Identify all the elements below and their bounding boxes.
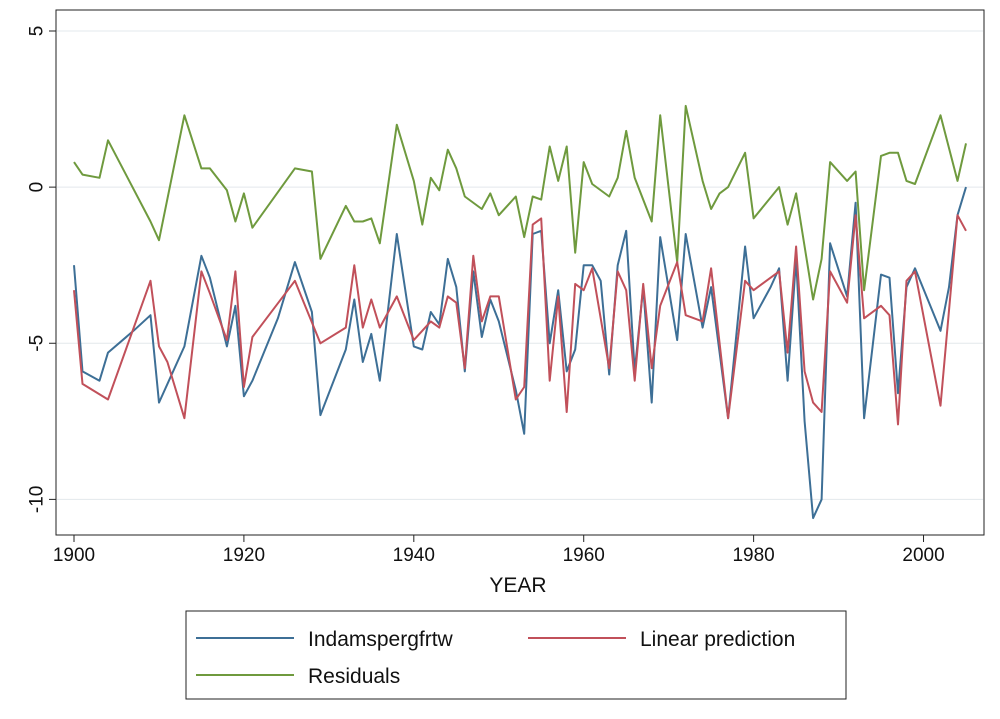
legend-label-linear-prediction: Linear prediction bbox=[640, 628, 795, 651]
legend: Indamspergfrtw Linear prediction Residua… bbox=[185, 610, 847, 700]
legend-label-residuals: Residuals bbox=[308, 665, 400, 688]
tick-labels: 5 0 -5 -10 1900 1920 1940 1960 1980 2000 bbox=[27, 26, 945, 566]
axes bbox=[55, 10, 984, 536]
y-tick-label: 0 bbox=[27, 182, 48, 193]
y-tick-label: -10 bbox=[27, 486, 48, 513]
x-tick-label: 2000 bbox=[902, 545, 944, 566]
x-tick-label: 1980 bbox=[732, 545, 774, 566]
series-lines bbox=[73, 104, 967, 520]
plot-area bbox=[55, 9, 985, 536]
series-line-residuals bbox=[73, 104, 967, 301]
y-tick-label: -5 bbox=[27, 335, 48, 352]
legend-box bbox=[185, 610, 847, 700]
x-tick-label: 1960 bbox=[563, 545, 605, 566]
x-tick-label: 1920 bbox=[223, 545, 265, 566]
x-axis-label: YEAR bbox=[489, 574, 546, 597]
x-tick-label: 1900 bbox=[53, 545, 95, 566]
series-line-linear-prediction bbox=[73, 214, 967, 426]
y-tick-label: 5 bbox=[27, 26, 48, 37]
gridlines bbox=[57, 30, 983, 500]
x-tick-label: 1940 bbox=[393, 545, 435, 566]
legend-label-indamspergfrtw: Indamspergfrtw bbox=[308, 628, 454, 651]
